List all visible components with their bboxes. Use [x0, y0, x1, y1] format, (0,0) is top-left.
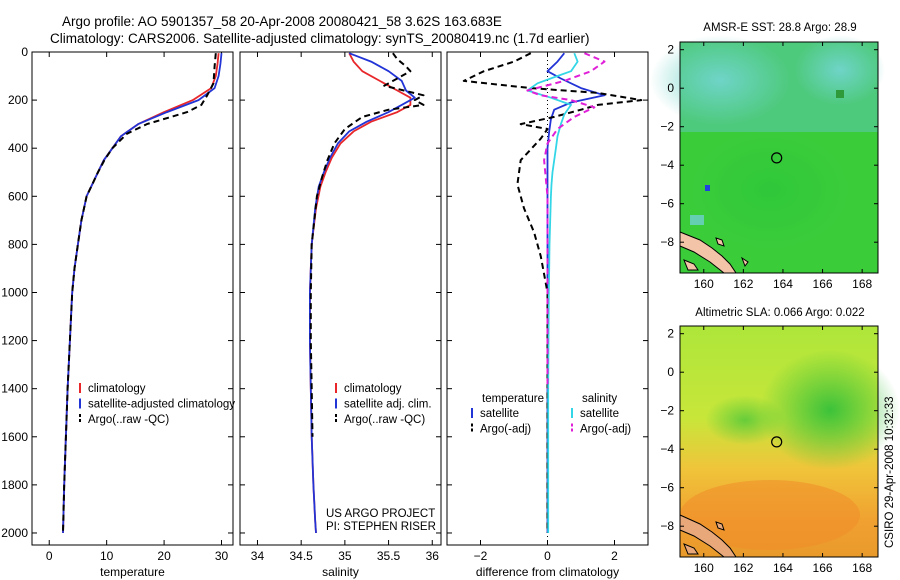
legend-entry: satellite — [580, 408, 619, 420]
y-tick-label: 2 — [667, 327, 674, 341]
legend-entry: climatology — [344, 383, 402, 395]
x-tick-label: 164 — [773, 561, 793, 575]
temperature-panel: 0 10 20 30 0 200 400 600 800 1000 1200 1400 1600 1800… — [1, 45, 235, 579]
y-tick-label: 0 — [21, 45, 28, 59]
sst-field-blob-cyan-2 — [795, 35, 885, 105]
x-tick-label: 160 — [694, 561, 714, 575]
x-tick-label: 10 — [100, 549, 114, 563]
y-tick-label: 800 — [8, 237, 28, 251]
sst-map-title: AMSR-E SST: 28.8 Argo: 28.9 — [703, 22, 856, 34]
sst-map-frame — [679, 41, 879, 274]
plot-frame — [31, 51, 234, 546]
y-tick-label: 200 — [8, 93, 28, 107]
legend-column-header: temperature — [482, 393, 544, 405]
y-tick-label: 400 — [8, 141, 28, 155]
sst-pixel — [705, 185, 710, 191]
y-tick-label: −8 — [660, 519, 674, 533]
x-tick-label: 160 — [694, 277, 714, 291]
x-axis-label: salinity — [322, 565, 359, 579]
y-tick-label: 600 — [8, 189, 28, 203]
sla-map-axes: 160 162 164 166 168 2 0 −2 −4 −6 −8 — [660, 326, 878, 575]
y-tick-label: 1000 — [1, 285, 28, 299]
y-tick-label: 1800 — [1, 478, 28, 492]
plot-frame — [239, 51, 442, 546]
series-line — [309, 52, 425, 437]
y-tick-label: −4 — [660, 158, 674, 172]
y-tick-label: −4 — [660, 442, 674, 456]
project-annotation: US ARGO PROJECT — [326, 508, 435, 520]
sla-field-blob-green-2 — [705, 395, 785, 445]
sla-map: Altimetric SLA: 0.066 Argo: 0.022 160 162… — [660, 307, 900, 575]
y-tick-label: −6 — [660, 481, 674, 495]
x-tick-label: 30 — [215, 549, 229, 563]
sst-field-blob-green — [690, 130, 850, 250]
x-tick-label: 36 — [426, 549, 440, 563]
y-tick-label: 0 — [667, 81, 674, 95]
sst-field-blob-cyan — [650, 35, 790, 125]
sst-pixel — [836, 90, 844, 98]
salinity-panel: 34 34.5 35 35.5 36 salinity climatology satelli… — [239, 51, 442, 579]
legend-entry: Argo(-adj) — [580, 424, 631, 436]
x-axis-label: difference from climatology — [476, 565, 619, 579]
y-tick-label: 1400 — [1, 382, 28, 396]
x-tick-label: 2 — [611, 549, 618, 563]
sla-field-blob-green — [760, 350, 900, 470]
sla-field-blob-orange — [680, 480, 860, 550]
csiro-timestamp: CSIRO 29-Apr-2008 10:32:33 — [884, 396, 896, 548]
project-annotation: PI: STEPHEN RISER — [326, 521, 436, 533]
sla-map-title: Altimetric SLA: 0.066 Argo: 0.022 — [695, 307, 864, 319]
series-line — [62, 53, 217, 534]
sst-pixel — [690, 215, 704, 225]
y-tick-label: 1200 — [1, 334, 28, 348]
sst-coastline — [679, 231, 749, 274]
y-tick-label: 2000 — [1, 526, 28, 540]
x-tick-label: 0 — [544, 549, 551, 563]
x-tick-label: 34 — [251, 549, 265, 563]
x-tick-label: 164 — [773, 277, 793, 291]
y-tick-label: 0 — [667, 365, 674, 379]
series-line — [526, 52, 606, 389]
x-tick-label: 34.5 — [289, 549, 313, 563]
x-tick-label: 166 — [813, 561, 833, 575]
legend-entry: satellite — [480, 408, 519, 420]
x-tick-label: 166 — [813, 277, 833, 291]
x-tick-label: 35 — [338, 549, 352, 563]
legend-entry: satellite-adjusted climatology — [88, 399, 235, 411]
y-tick-label: 2 — [667, 43, 674, 57]
legend-entry: Argo(..raw -QC) — [344, 414, 425, 426]
y-tick-label: −2 — [660, 120, 674, 134]
x-tick-label: 162 — [733, 277, 753, 291]
x-tick-label: 162 — [733, 561, 753, 575]
argo-location-marker — [771, 436, 783, 448]
x-tick-label: 20 — [157, 549, 171, 563]
figure-title-line1: Argo profile: AO 5901357_58 20-Apr-2008 … — [62, 14, 502, 29]
x-tick-label: −2 — [474, 549, 488, 563]
legend-entry: climatology — [88, 383, 146, 395]
sst-map: AMSR-E SST: 28.8 Argo: 28.9 160 162 164 166… — [650, 22, 885, 291]
sla-map-frame — [679, 325, 879, 558]
legend-entry: Argo(..raw -QC) — [88, 414, 169, 426]
legend-entry: Argo(-adj) — [480, 424, 531, 436]
figure-title-line2: Climatology: CARS2006. Satellite-adjuste… — [50, 31, 590, 46]
legend-column-header: salinity — [582, 393, 617, 405]
x-tick-label: 0 — [46, 549, 53, 563]
x-axis-label: temperature — [100, 565, 165, 579]
x-tick-label: 168 — [852, 561, 872, 575]
sst-map-axes: 160 162 164 166 168 2 0 −2 −4 −6 −8 — [660, 42, 878, 291]
x-tick-label: 168 — [852, 277, 872, 291]
y-tick-label: 1600 — [1, 430, 28, 444]
y-tick-label: −2 — [660, 404, 674, 418]
argo-location-marker — [771, 152, 783, 164]
y-tick-label: −8 — [660, 235, 674, 249]
y-tick-label: −6 — [660, 197, 674, 211]
difference-panel: −2 0 2 difference from climatology temperatu… — [446, 51, 649, 579]
x-tick-label: 35.5 — [377, 549, 401, 563]
legend-entry: satellite adj. clim. — [344, 399, 432, 411]
